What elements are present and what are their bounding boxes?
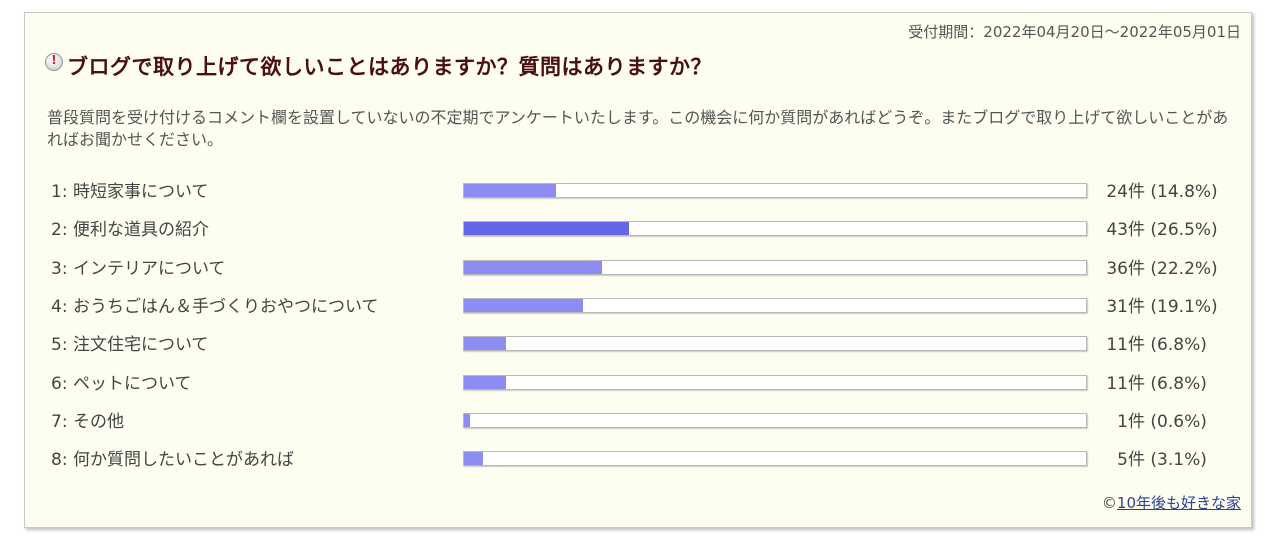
result-bar-fill bbox=[464, 337, 507, 351]
option-label: 6: ペットについて bbox=[51, 373, 192, 394]
poll-title: ブログで取り上げて欲しいことはありますか？質問はありますか？ bbox=[67, 55, 712, 79]
result-bar-fill bbox=[464, 222, 629, 236]
option-label: 1: 時短家事について bbox=[51, 182, 209, 202]
result-bar-track bbox=[463, 451, 1087, 467]
poll-header: ブログで取り上げて欲しいことはありますか？質問はありますか？ bbox=[45, 51, 712, 81]
result-bar-fill bbox=[464, 413, 471, 427]
vote-count: 36件 bbox=[1106, 258, 1145, 279]
vote-percent: (0.6%) bbox=[1150, 411, 1207, 432]
result-bar-track bbox=[463, 183, 1087, 198]
vote-count: 31件 bbox=[1106, 296, 1145, 317]
poll-row: 2: 便利な道具の紹介 43件 (26.5%) bbox=[25, 213, 1251, 251]
poll-period: 受付期間：2022年04月20日～2022年05月01日 bbox=[908, 23, 1241, 41]
result-bar-track bbox=[463, 259, 1087, 275]
result-stat: 24件 (14.8%) bbox=[1099, 177, 1245, 202]
option-label: 8: 何か質問したいことがあれば bbox=[51, 450, 294, 471]
result-stat: 36件 (22.2%) bbox=[1099, 254, 1245, 279]
question-icon bbox=[45, 53, 63, 71]
poll-row: 3: インテリアについて 36件 (22.2%) bbox=[25, 252, 1251, 290]
option-label: 4: おうちごはん＆手づくりおやつについて bbox=[51, 296, 379, 317]
result-stat: 31件 (19.1%) bbox=[1099, 292, 1245, 317]
poll-description: 普段質問を受け付けるコメント欄を設置していないの不定期でアンケートいたします。こ… bbox=[47, 108, 1229, 149]
result-bar-track bbox=[463, 412, 1087, 428]
vote-percent: (22.2%) bbox=[1150, 258, 1218, 279]
result-bar-track bbox=[463, 336, 1087, 352]
vote-percent: (3.1%) bbox=[1150, 450, 1207, 471]
vote-percent: (6.8%) bbox=[1150, 335, 1207, 356]
result-stat: 1件 (0.6%) bbox=[1099, 407, 1245, 432]
poll-row: 4: おうちごはん＆手づくりおやつについて 31件 (19.1%) bbox=[25, 290, 1251, 328]
result-stat: 11件 (6.8%) bbox=[1099, 330, 1245, 355]
vote-percent: (14.8%) bbox=[1150, 182, 1218, 202]
result-bar-fill bbox=[464, 298, 583, 312]
vote-percent: (26.5%) bbox=[1150, 220, 1218, 241]
poll-row: 1: 時短家事について 24件 (14.8%) bbox=[25, 175, 1251, 213]
vote-count: 11件 bbox=[1106, 373, 1145, 394]
result-bar-track bbox=[463, 221, 1087, 237]
result-bar-track bbox=[463, 297, 1087, 313]
blog-link[interactable]: 10年後も好きな家 bbox=[1116, 494, 1241, 512]
poll-footer: ©10年後も好きな家 bbox=[1102, 492, 1241, 513]
vote-count: 11件 bbox=[1106, 335, 1145, 356]
vote-count: 24件 bbox=[1106, 182, 1145, 202]
poll-card: 受付期間：2022年04月20日～2022年05月01日 ブログで取り上げて欲し… bbox=[24, 12, 1252, 528]
vote-percent: (19.1%) bbox=[1150, 296, 1218, 317]
poll-row: 7: その他 1件 (0.6%) bbox=[25, 405, 1251, 443]
vote-percent: (6.8%) bbox=[1150, 373, 1207, 394]
option-label: 2: 便利な道具の紹介 bbox=[51, 220, 209, 241]
vote-count: 5件 bbox=[1117, 450, 1145, 471]
result-bar-fill bbox=[464, 452, 484, 466]
option-label: 5: 注文住宅について bbox=[51, 335, 209, 356]
poll-row: 5: 注文住宅について 11件 (6.8%) bbox=[25, 328, 1251, 366]
result-stat: 5件 (3.1%) bbox=[1099, 445, 1245, 470]
result-bar-track bbox=[463, 374, 1087, 390]
option-label: 7: その他 bbox=[51, 411, 124, 432]
result-bar-fill bbox=[464, 184, 557, 197]
result-bar-fill bbox=[464, 260, 603, 274]
result-stat: 43件 (26.5%) bbox=[1099, 215, 1245, 240]
vote-count: 1件 bbox=[1117, 411, 1145, 432]
result-stat: 11件 (6.8%) bbox=[1099, 369, 1245, 394]
poll-row: 8: 何か質問したいことがあれば 5件 (3.1%) bbox=[25, 443, 1251, 481]
vote-count: 43件 bbox=[1106, 220, 1145, 241]
option-label: 3: インテリアについて bbox=[51, 258, 226, 279]
result-bar-fill bbox=[464, 375, 507, 389]
poll-row: 6: ペットについて 11件 (6.8%) bbox=[25, 367, 1251, 405]
copyright-symbol: © bbox=[1101, 494, 1117, 512]
